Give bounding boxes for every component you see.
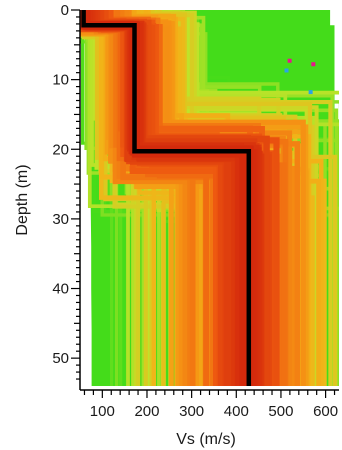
y-tick-label-50: 50: [52, 350, 69, 367]
outlier-mark-0: [287, 58, 292, 63]
axes: 0 10 20 30 40 50 100 200 300 400 500 600: [52, 2, 339, 420]
x-tick-label-100: 100: [90, 403, 115, 420]
x-tick-label-200: 200: [134, 403, 159, 420]
x-tick-label-500: 500: [268, 403, 293, 420]
y-axis-title: Depth (m): [14, 164, 31, 235]
x-axis-title: Vs (m/s): [176, 431, 236, 448]
outlier-mark-2: [308, 90, 313, 95]
y-tick-label-30: 30: [52, 211, 69, 228]
y-tick-label-20: 20: [52, 141, 69, 158]
plot-area: [80, 10, 339, 386]
best-profile-line: [81, 10, 252, 386]
outlier-mark-3: [284, 68, 289, 73]
y-tick-label-10: 10: [52, 72, 69, 89]
x-tick-label-300: 300: [179, 403, 204, 420]
y-tick-label-0: 0: [61, 2, 69, 19]
y-tick-label-40: 40: [52, 281, 69, 298]
x-tick-label-600: 600: [313, 403, 338, 420]
x-tick-label-400: 400: [224, 403, 249, 420]
outlier-mark-1: [311, 62, 316, 67]
